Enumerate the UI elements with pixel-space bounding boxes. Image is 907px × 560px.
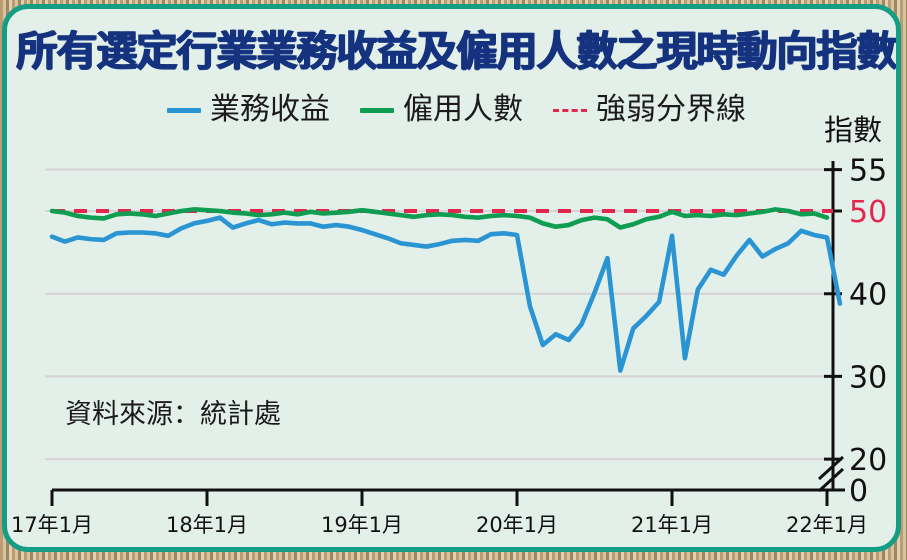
- series-line-business-receipts: [49, 215, 843, 373]
- chart-panel: 所有選定行業業務收益及僱用人數之現時動向指數 業務收益 僱用人數 強弱分界線 指…: [2, 4, 901, 552]
- y-tick-label: 30: [849, 360, 887, 395]
- legend-label-persons-engaged: 僱用人數: [403, 92, 523, 127]
- y-tick-label: 0: [849, 474, 868, 509]
- legend-label-business-receipts: 業務收益: [210, 92, 330, 127]
- x-tick-label: 22年1月: [786, 513, 868, 537]
- legend-label-threshold: 強弱分界線: [596, 92, 746, 127]
- line-swatch-icon: [360, 107, 394, 113]
- x-tick-label: 20年1月: [476, 513, 558, 537]
- x-tick-label: 21年1月: [631, 513, 713, 537]
- chart-svg: 55 50 40 30 200 17年1月 18年1月 19年1月 20年1月 21年1月 22年1…: [11, 154, 887, 537]
- line-swatch-icon: [167, 107, 201, 113]
- legend-item-business-receipts: 業務收益: [167, 95, 330, 125]
- axis-break-mark: [817, 455, 845, 481]
- source-note: 資料來源：統計處: [65, 399, 281, 430]
- chart-plot-area: 55 50 40 30 20 0 17年1月 18年1月 19年1月 20年1月 21年1月 22年1…: [7, 9, 896, 547]
- y-tick-label: 40: [849, 278, 887, 313]
- x-tick-label: 17年1月: [11, 513, 93, 537]
- dashed-line-swatch-icon: [553, 108, 587, 112]
- chart-legend: 業務收益 僱用人數 強弱分界線: [7, 95, 896, 125]
- x-tick-label: 18年1月: [166, 513, 248, 537]
- x-tick-label: 19年1月: [321, 513, 403, 537]
- legend-item-threshold: 強弱分界線: [553, 95, 746, 125]
- series-line-persons-engaged: [49, 207, 830, 230]
- legend-item-persons-engaged: 僱用人數: [360, 95, 523, 125]
- y-tick-label: 20: [849, 443, 887, 478]
- y-tick-label: 55: [849, 154, 887, 189]
- axis-break-mark: [817, 467, 845, 493]
- y-tick-label: 50: [849, 195, 887, 230]
- page-title: 所有選定行業業務收益及僱用人數之現時動向指數: [16, 27, 897, 75]
- y-axis-unit-label: 指數: [823, 113, 882, 147]
